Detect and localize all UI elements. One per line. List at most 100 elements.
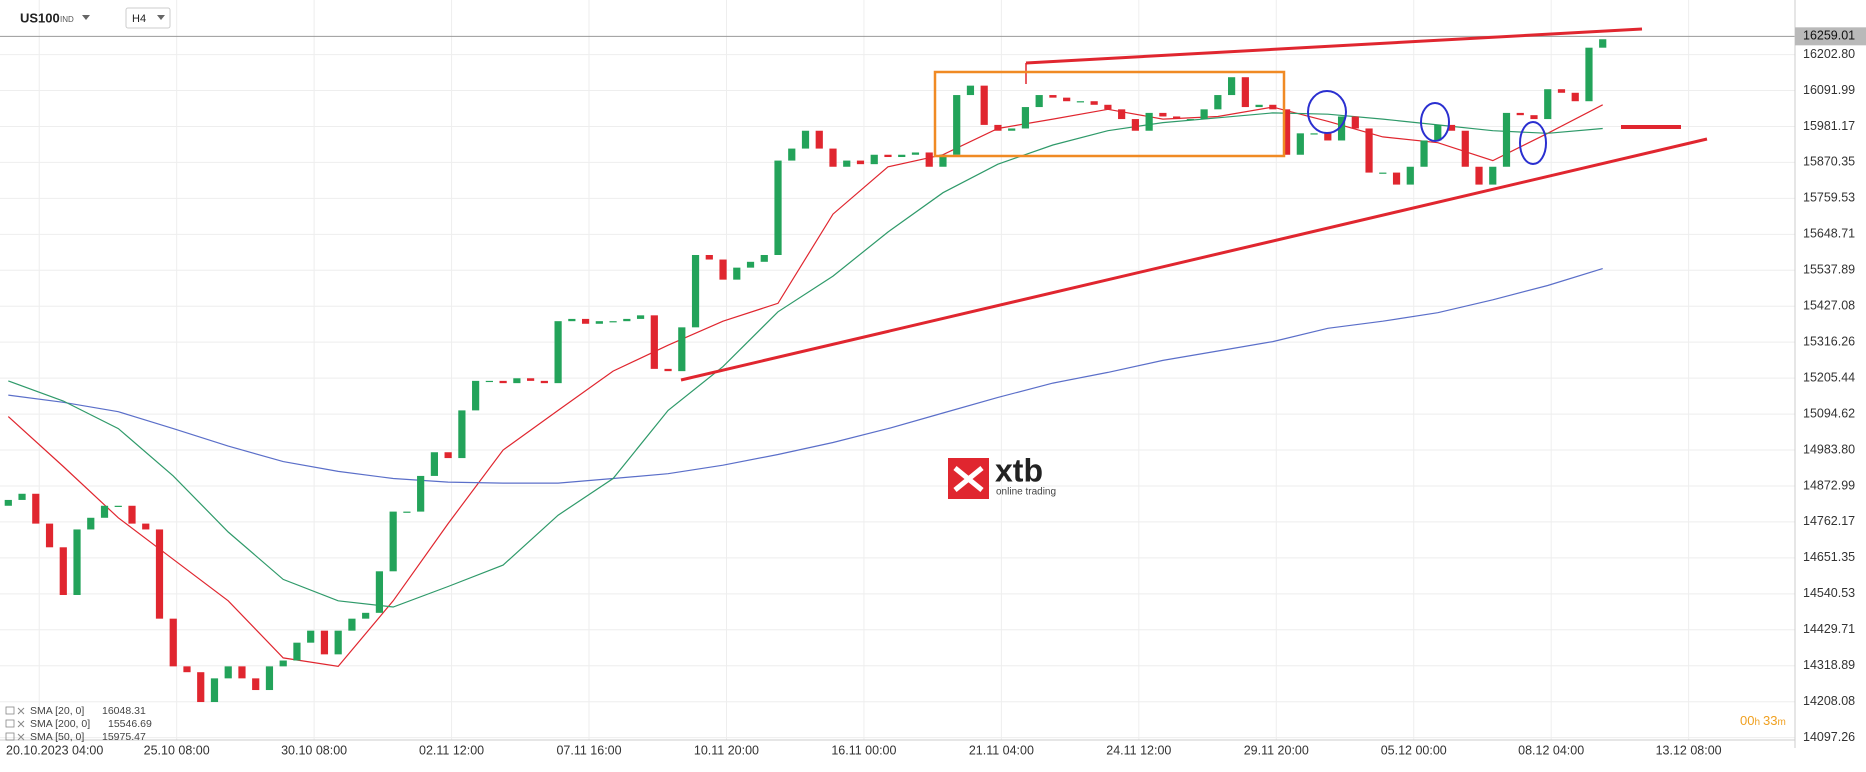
x-tick-label: 21.11 04:00: [969, 743, 1034, 757]
countdown-part: 33: [1763, 713, 1777, 728]
candle-body: [733, 267, 741, 280]
symbol-type: IND: [60, 15, 74, 24]
candle-body: [829, 148, 837, 167]
symbol[interactable]: US100: [20, 10, 60, 25]
candle-body: [554, 321, 562, 384]
candle-body: [898, 154, 906, 158]
candle-body: [1076, 101, 1085, 103]
candle-body: [1544, 89, 1552, 120]
candles: [4, 39, 1607, 703]
x-tick-label: 24.11 12:00: [1106, 743, 1171, 757]
candle-body: [4, 499, 12, 506]
candle-body: [430, 452, 438, 476]
candle-body: [678, 327, 686, 372]
candle-body: [1159, 112, 1167, 117]
y-tick-label: 15205.44: [1803, 370, 1855, 384]
candle-body: [609, 321, 617, 323]
candle-body: [1241, 77, 1249, 108]
support-line: [680, 137, 1708, 382]
candle-body: [939, 154, 947, 167]
legend-name: SMA [50, 0]: [30, 731, 84, 743]
legend-close: [17, 720, 25, 728]
x-tick-label: 25.10 08:00: [144, 743, 210, 757]
candle-body: [252, 678, 260, 691]
candle-body: [45, 523, 54, 548]
candle-body: [1461, 130, 1469, 167]
candle-body: [307, 630, 315, 643]
x-tick-label: 05.12 00:00: [1381, 743, 1447, 757]
timeframe-box[interactable]: [125, 7, 171, 29]
legend-close: [17, 733, 25, 741]
toolbar: US100 IND H4: [20, 7, 171, 29]
candle-body: [320, 630, 329, 655]
candle-body: [980, 85, 988, 125]
candle-body: [142, 523, 150, 530]
y-tick-label: 15648.71: [1803, 227, 1855, 241]
candle-body: [1049, 95, 1057, 98]
countdown-part: 00: [1740, 713, 1754, 728]
grid: [0, 0, 1795, 740]
candle-body: [1599, 39, 1607, 48]
candle-body: [100, 505, 109, 518]
legend-icon: [5, 706, 15, 715]
legend: SMA [20, 0] 16048.31 SMA [200, 0] 15546.69 S…: [5, 705, 152, 743]
candle-body: [953, 95, 961, 155]
candle-body: [595, 321, 603, 324]
timeframe-dropdown[interactable]: [157, 15, 165, 20]
y-tick-label: 14651.35: [1803, 550, 1855, 564]
annotations: [680, 27, 1708, 382]
candle-body: [1104, 104, 1112, 110]
candle-body: [1530, 115, 1538, 120]
candle-body: [801, 130, 810, 149]
y-tick-label: 15759.53: [1803, 191, 1855, 205]
candle-body: [444, 452, 452, 459]
legend-value: 15975.47: [102, 731, 146, 743]
candle-body: [238, 666, 246, 679]
candle-body: [1557, 89, 1566, 93]
y-tick-label: 16202.80: [1803, 47, 1855, 61]
brand: xtb: [995, 452, 1043, 488]
candle-body: [1502, 112, 1511, 167]
candle-body: [1269, 104, 1277, 110]
candle-body: [760, 254, 768, 262]
candle-body: [1434, 124, 1442, 141]
candle-body: [1063, 97, 1071, 102]
sma-line: [8, 112, 1603, 608]
candle-body: [513, 378, 521, 384]
legend-name: SMA [200, 0]: [30, 718, 90, 730]
candle-body: [540, 380, 548, 384]
candle-body: [966, 85, 975, 96]
sma-line: [8, 268, 1603, 484]
candle-body: [925, 152, 933, 167]
legend-icon: [5, 732, 15, 741]
candle-body: [1228, 77, 1236, 96]
legend-value: 16048.31: [102, 705, 146, 717]
y-tick-label: 14762.17: [1803, 514, 1855, 528]
y-tick-label: 14872.99: [1803, 478, 1855, 492]
candle-body: [1351, 116, 1359, 129]
candle-body: [1489, 166, 1497, 185]
candle-body: [774, 160, 782, 255]
candle-body: [1310, 133, 1318, 135]
candle-body: [527, 378, 535, 381]
candle-body: [1324, 133, 1332, 141]
candle-body: [18, 493, 26, 500]
y-tick-label: 15537.89: [1803, 263, 1855, 277]
candle-body: [1516, 112, 1524, 116]
symbol-dropdown[interactable]: [82, 15, 90, 20]
y-tick-label: 14208.08: [1803, 694, 1855, 708]
candle-body: [155, 529, 164, 619]
resistance-line: [1025, 27, 1643, 65]
candle-body: [1200, 109, 1208, 120]
candle-body: [1173, 116, 1181, 120]
candle-body: [856, 160, 865, 165]
candle-body: [362, 612, 370, 619]
y-tick-label: 14983.80: [1803, 442, 1855, 456]
candle-body: [568, 318, 576, 322]
candle-body: [73, 529, 81, 595]
candle-body: [32, 493, 40, 524]
highlight-circle: [1420, 102, 1450, 142]
candle-body: [1214, 95, 1222, 110]
candle-body: [183, 666, 191, 673]
